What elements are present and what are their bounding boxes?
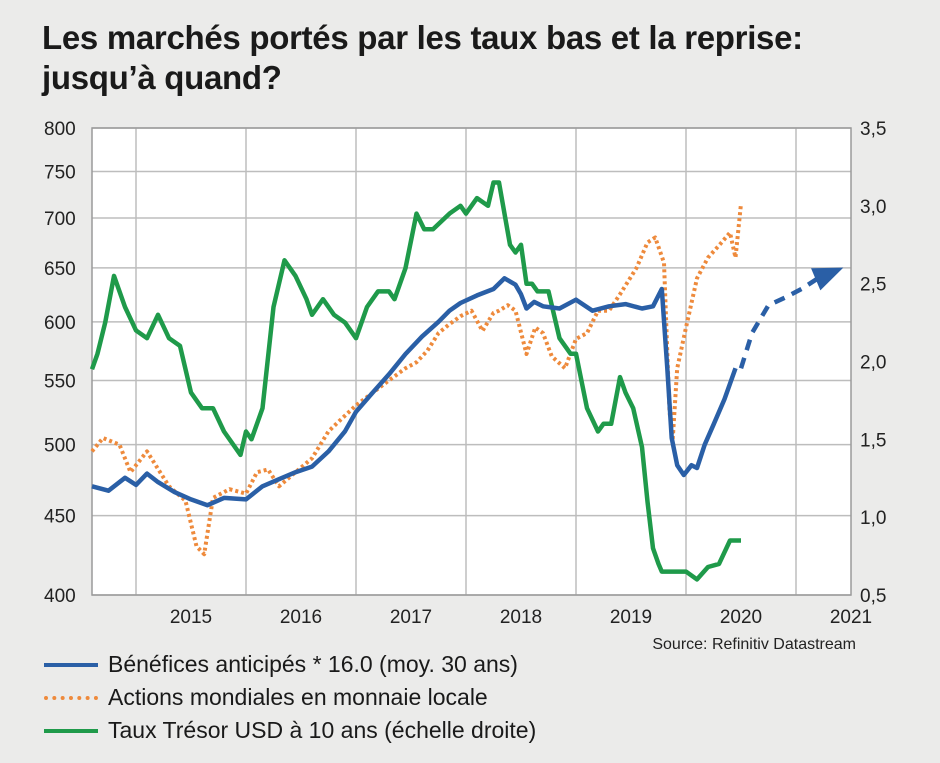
y-left-tick-label: 400 <box>44 586 76 607</box>
y-left-tick-label: 650 <box>44 259 76 280</box>
y-left-tick-label: 550 <box>44 371 76 392</box>
legend-item-equities: Actions mondiales en monnaie locale <box>44 681 536 714</box>
x-tick-label: 2018 <box>500 607 542 628</box>
legend-label-equities: Actions mondiales en monnaie locale <box>108 684 488 710</box>
legend-swatch-equities <box>44 695 98 700</box>
legend: Bénéfices anticipés * 16.0 (moy. 30 ans)… <box>44 648 536 747</box>
y-right-tick-label: 0,5 <box>860 586 886 607</box>
x-tick-label: 2020 <box>720 607 762 628</box>
y-right-tick-label: 3,0 <box>860 197 886 218</box>
legend-label-treasury: Taux Trésor USD à 10 ans (échelle droite… <box>108 717 537 743</box>
y-left-tick-label: 500 <box>44 436 76 457</box>
x-tick-label: 2016 <box>280 607 322 628</box>
y-right-tick-label: 3,5 <box>860 119 886 140</box>
x-tick-label: 2017 <box>390 607 432 628</box>
y-right-tick-label: 2,5 <box>860 275 886 296</box>
projection-arrowhead <box>811 267 844 291</box>
y-left-tick-label: 750 <box>44 162 76 183</box>
series-line-equities <box>90 203 743 557</box>
plot-frame <box>91 127 852 596</box>
legend-swatch-earnings <box>44 662 98 667</box>
y-left-tick-label: 450 <box>44 507 76 528</box>
x-tick-label: 2019 <box>610 607 652 628</box>
chart-title: Les marchés portés par les taux bas et l… <box>42 19 803 96</box>
x-tick-label: 2021 <box>830 607 872 628</box>
source-note: Source: Refinitiv Datastream <box>652 636 856 653</box>
y-right-tick-label: 2,0 <box>860 353 886 374</box>
x-tick-label: 2015 <box>170 607 212 628</box>
y-left-tick-label: 800 <box>44 119 76 140</box>
legend-label-earnings: Bénéfices anticipés * 16.0 (moy. 30 ans) <box>108 651 518 677</box>
series-line-earnings <box>91 276 738 508</box>
legend-item-earnings: Bénéfices anticipés * 16.0 (moy. 30 ans) <box>44 648 536 681</box>
y-right-tick-label: 1,0 <box>860 508 886 529</box>
y-left-tick-label: 700 <box>44 209 76 230</box>
plot-area <box>92 128 851 595</box>
y-right-tick-label: 1,5 <box>860 430 886 451</box>
y-left-tick-label: 600 <box>44 313 76 334</box>
legend-item-treasury: Taux Trésor USD à 10 ans (échelle droite… <box>44 714 536 747</box>
tick-labels: 400 450 500 550 600 650 700 750 800 0,5 1,0 1,5 2,0 2… <box>44 119 886 628</box>
series-line-treasury <box>89 180 741 582</box>
legend-swatch-treasury <box>44 728 98 733</box>
series-group <box>89 180 844 582</box>
